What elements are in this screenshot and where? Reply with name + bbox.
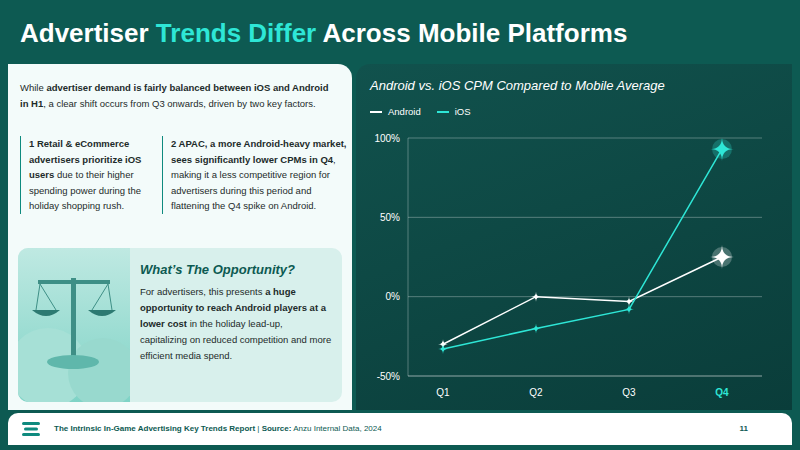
html-text:What’s The Opportunity?: What’s The Opportunity?: [140, 262, 295, 277]
html-text:Android vs. iOS CPM Compared t: Android vs. iOS CPM Compared to Mobile A…: [370, 78, 665, 93]
html-text:Android: Android: [388, 106, 421, 117]
svg-text:Q4: Q4: [715, 387, 729, 398]
svg-text:Q1: Q1: [436, 387, 450, 398]
svg-text:50%: 50%: [380, 212, 400, 223]
svg-text:-50%: -50%: [377, 371, 400, 382]
html-text:iOS: iOS: [454, 106, 471, 117]
html-text:11: 11: [739, 424, 748, 433]
svg-text:0%: 0%: [386, 291, 401, 302]
html-text:1 Retail & eCommerce advertise: 1 Retail & eCommerce advertisers priorit…: [29, 138, 142, 211]
svg-text:Q3: Q3: [622, 387, 636, 398]
html-text:2 APAC, a more Android-heavy m: 2 APAC, a more Android-heavy market, see…: [171, 138, 347, 211]
html-text:While advertiser demand is fai: While advertiser demand is fairly balanc…: [20, 82, 329, 109]
svg-text:Q2: Q2: [529, 387, 543, 398]
html-text:The Intrinsic In-Game Advertis: The Intrinsic In-Game Advertising Key Tr…: [54, 424, 382, 433]
html-text:For advertisers, this presents: For advertisers, this presents a huge op…: [140, 286, 332, 361]
svg-text:100%: 100%: [374, 133, 400, 144]
html-text:Advertiser Trends Differ Acros: Advertiser Trends Differ Across Mobile P…: [20, 18, 628, 48]
